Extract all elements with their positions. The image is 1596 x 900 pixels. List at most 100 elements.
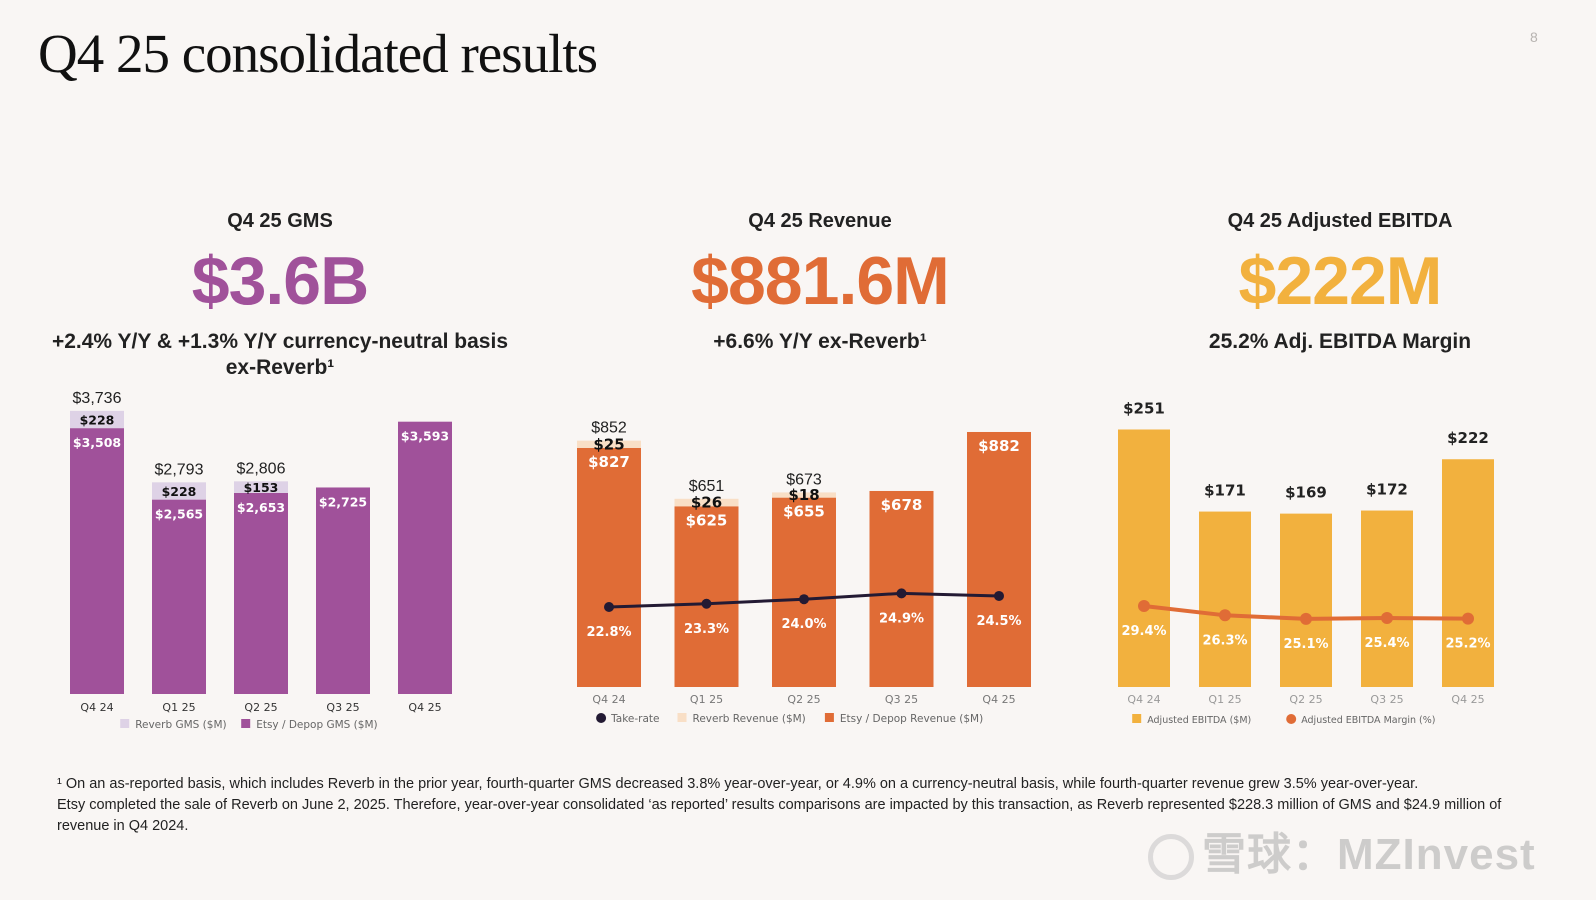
line-value-label: 25.1% bbox=[1283, 637, 1328, 652]
bar-revenue-main bbox=[967, 431, 1031, 687]
kpi-value: $3.6B bbox=[191, 243, 369, 319]
line-value-label: 29.4% bbox=[1121, 624, 1166, 639]
line-value-label: 23.3% bbox=[684, 622, 729, 637]
watermark: 雪球：MZInvest bbox=[1148, 818, 1536, 882]
total-label: $673 bbox=[786, 471, 822, 488]
category-label: Q4 25 bbox=[982, 693, 1015, 706]
line-value-label: 24.5% bbox=[976, 614, 1021, 629]
line-value-label: 25.2% bbox=[1445, 637, 1490, 652]
data-label: $228 bbox=[80, 412, 115, 427]
category-label: Q3 25 bbox=[885, 693, 918, 706]
snowball-logo-icon bbox=[1148, 834, 1194, 881]
bar-gms-main bbox=[316, 487, 370, 694]
category-label: Q2 25 bbox=[1289, 693, 1322, 706]
data-label: $153 bbox=[244, 480, 279, 495]
total-label: $3,736 bbox=[73, 390, 122, 407]
category-label: Q4 24 bbox=[1127, 693, 1160, 706]
line-point bbox=[896, 588, 907, 599]
legend-label: Reverb Revenue ($M) bbox=[693, 713, 806, 725]
bar-revenue-secondary bbox=[674, 498, 739, 507]
line-point bbox=[1462, 612, 1474, 625]
bar-gms-main bbox=[70, 428, 124, 694]
bar-gms-main bbox=[152, 499, 206, 694]
total-label: $852 bbox=[591, 420, 627, 437]
page-title: Q4 25 consolidated results bbox=[38, 23, 598, 84]
category-label: Q4 25 bbox=[408, 701, 441, 714]
data-label: $228 bbox=[162, 484, 197, 499]
category-label: Q3 25 bbox=[1370, 693, 1403, 706]
line-point bbox=[1138, 600, 1150, 612]
legend-marker-circle bbox=[1286, 714, 1297, 724]
data-label: $3,508 bbox=[73, 435, 121, 450]
kpi-revenue: Q4 25 Revenue $881.6M +6.6% Y/Y ex-Rever… bbox=[600, 210, 1040, 355]
category-label: Q2 25 bbox=[244, 701, 277, 714]
kpi-subtitle: +6.6% Y/Y ex-Reverb¹ bbox=[713, 330, 927, 353]
legend-label: Reverb GMS ($M) bbox=[135, 719, 226, 731]
footnote-line: Etsy completed the sale of Reverb on Jun… bbox=[57, 797, 1502, 834]
bar-ebitda-main bbox=[1280, 513, 1332, 687]
footnote-line: ¹ On an as-reported basis, which include… bbox=[57, 776, 1419, 792]
legend-marker-square bbox=[1132, 714, 1142, 723]
legend-label: Take-rate bbox=[610, 713, 659, 725]
legend-label: Etsy / Depop Revenue ($M) bbox=[840, 713, 983, 725]
kpi-label: Q4 25 GMS bbox=[227, 210, 333, 232]
kpi-value: $222M bbox=[1238, 243, 1443, 319]
watermark-text: 雪球：MZInvest bbox=[1202, 830, 1536, 879]
bar-gms-main bbox=[234, 492, 288, 694]
data-label: $678 bbox=[881, 496, 923, 514]
page-number: 8 bbox=[1530, 29, 1538, 45]
line-point bbox=[1381, 612, 1393, 624]
data-label: $625 bbox=[686, 511, 728, 529]
kpi-label: Q4 25 Revenue bbox=[748, 210, 892, 232]
kpi-subtitle-line: ex-Reverb¹ bbox=[225, 356, 335, 380]
category-label: Q4 25 bbox=[1451, 693, 1484, 706]
line-point bbox=[799, 594, 809, 605]
category-label: Q2 25 bbox=[787, 693, 820, 706]
kpi-label: Q4 25 Adjusted EBITDA bbox=[1227, 210, 1453, 232]
legend-marker-square bbox=[120, 719, 130, 728]
line-point bbox=[701, 598, 712, 609]
bar-revenue-secondary bbox=[772, 492, 836, 498]
bar-ebitda-main bbox=[1199, 511, 1251, 687]
total-label: $2,806 bbox=[237, 460, 286, 477]
data-label: $169 bbox=[1285, 484, 1327, 502]
line-value-label: 24.0% bbox=[781, 617, 826, 632]
legend-label: Etsy / Depop GMS ($M) bbox=[256, 719, 377, 731]
kpi-gms: Q4 25 GMS $3.6B +2.4% Y/Y & +1.3% Y/Y cu… bbox=[20, 210, 540, 382]
data-label: $25 bbox=[593, 435, 624, 453]
total-label: $651 bbox=[689, 478, 725, 495]
category-label: Q4 24 bbox=[592, 693, 625, 706]
data-label: $26 bbox=[691, 494, 722, 512]
bar-gms-secondary bbox=[152, 482, 206, 500]
data-label: $172 bbox=[1366, 481, 1408, 499]
line-point bbox=[604, 602, 614, 612]
data-label: $2,725 bbox=[319, 494, 367, 509]
kpi-subtitle: 25.2% Adj. EBITDA Margin bbox=[1208, 330, 1472, 353]
data-label: $251 bbox=[1123, 399, 1165, 417]
kpi-subtitle: +2.4% Y/Y & +1.3% Y/Y currency-neutral b… bbox=[20, 329, 540, 382]
line-point bbox=[1219, 609, 1231, 622]
data-label: $18 bbox=[788, 486, 819, 504]
legend-marker-square bbox=[677, 713, 687, 722]
category-label: Q1 25 bbox=[690, 693, 723, 706]
bar-gms-secondary bbox=[234, 481, 288, 493]
bar-revenue-main bbox=[577, 447, 641, 687]
bar-revenue-main bbox=[772, 497, 836, 687]
category-label: Q1 25 bbox=[1208, 693, 1241, 706]
line-point bbox=[1300, 612, 1312, 625]
line-value-label: 24.9% bbox=[879, 611, 924, 626]
data-label: $3,593 bbox=[401, 429, 449, 444]
kpi-subtitle-line: +2.4% Y/Y & +1.3% Y/Y currency-neutral b… bbox=[51, 330, 509, 353]
bar-ebitda-main bbox=[1442, 459, 1494, 687]
bar-gms-main bbox=[398, 421, 452, 694]
data-label: $827 bbox=[588, 453, 630, 471]
legend-marker-square bbox=[241, 719, 251, 728]
legend-marker-square bbox=[824, 713, 834, 722]
legend-marker-circle bbox=[596, 713, 607, 723]
category-label: Q4 24 bbox=[80, 701, 113, 714]
line-value-label: 25.4% bbox=[1364, 636, 1409, 651]
data-label: $2,565 bbox=[155, 507, 203, 522]
total-label: $2,793 bbox=[155, 461, 204, 478]
bar-gms-secondary bbox=[70, 410, 124, 429]
line-point bbox=[994, 590, 1004, 601]
